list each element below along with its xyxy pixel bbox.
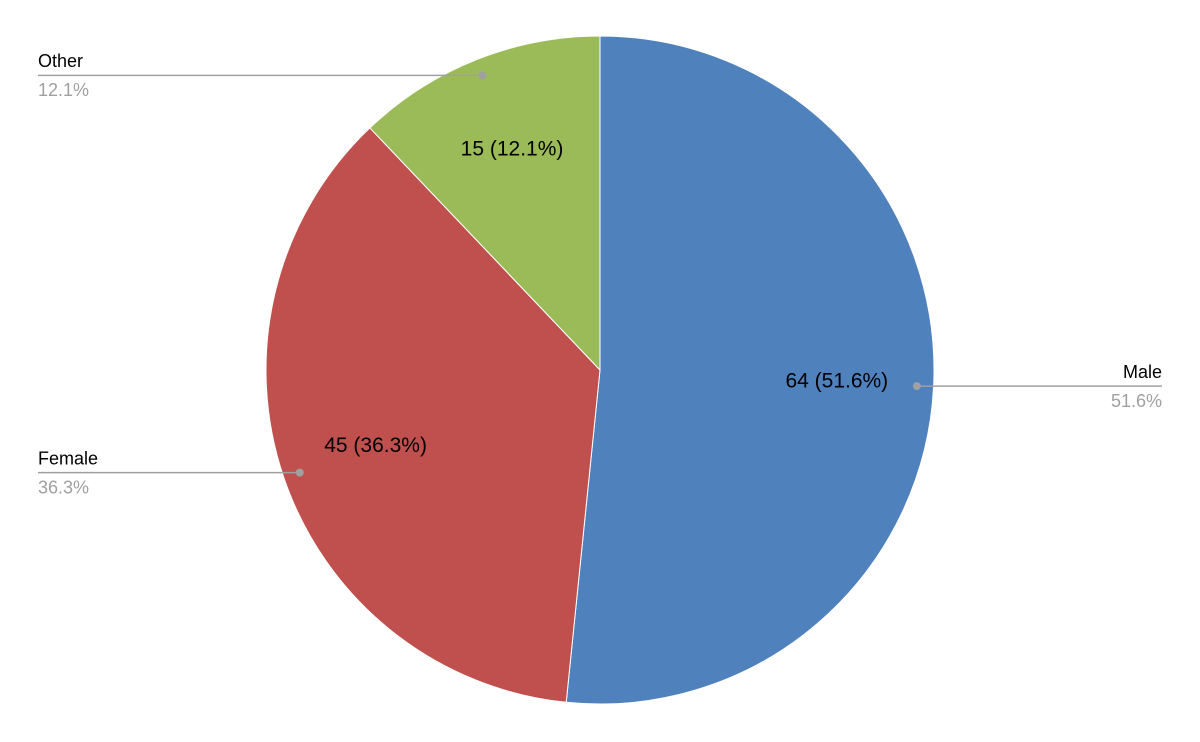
leader-dot bbox=[912, 382, 921, 391]
pie-slice bbox=[265, 127, 601, 703]
percent-label: 12.1% bbox=[38, 80, 89, 100]
legend-label: Female bbox=[38, 448, 98, 468]
percent-label: 51.6% bbox=[1111, 391, 1162, 411]
percent-label: 36.3% bbox=[38, 477, 89, 497]
pie-slice bbox=[565, 35, 935, 705]
leader-dot bbox=[478, 71, 487, 80]
legend-label: Male bbox=[1123, 362, 1162, 382]
data-label: 15 (12.1%) bbox=[461, 137, 564, 160]
leader-dot bbox=[295, 468, 304, 477]
data-label: 45 (36.3%) bbox=[324, 434, 427, 457]
pie-slice bbox=[369, 35, 601, 372]
legend-label: Other bbox=[38, 51, 83, 71]
data-label: 64 (51.6%) bbox=[785, 370, 888, 393]
